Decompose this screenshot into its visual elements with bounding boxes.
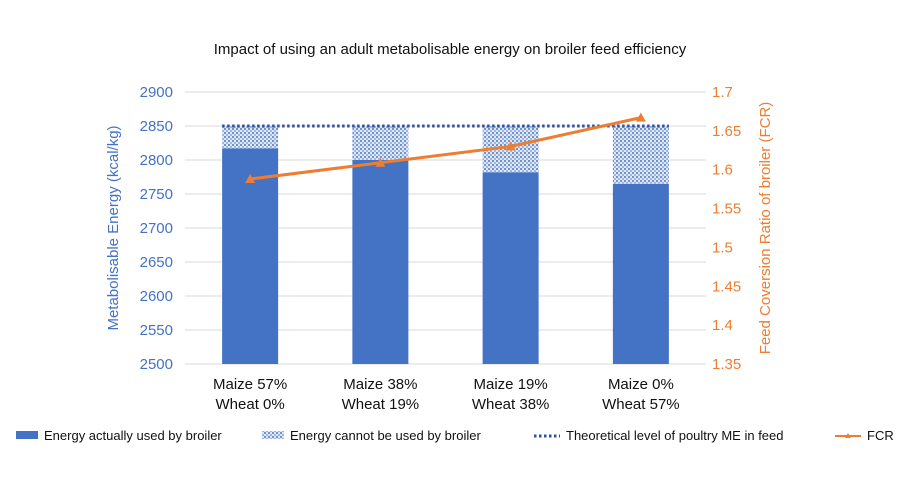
category-label: Wheat 38% bbox=[472, 396, 550, 413]
legend-label-fcr: FCR bbox=[867, 428, 894, 443]
y-right-tick-label: 1.5 bbox=[712, 239, 733, 256]
legend-swatch-energy-lost bbox=[262, 431, 284, 439]
legend-label-theoretical: Theoretical level of poultry ME in feed bbox=[566, 428, 784, 443]
legend-label-energy-lost: Energy cannot be used by broiler bbox=[290, 428, 481, 443]
y-left-tick-label: 2550 bbox=[140, 322, 173, 339]
legend: Energy actually used by broiler Energy ca… bbox=[16, 428, 894, 443]
y-right-tick-label: 1.45 bbox=[712, 278, 741, 295]
fcr-line bbox=[249, 116, 642, 181]
legend-swatch-fcr-marker bbox=[845, 433, 851, 438]
fcr-point bbox=[245, 174, 256, 184]
bar-energy-lost bbox=[612, 126, 669, 184]
bar-energy-used bbox=[612, 183, 669, 364]
y-left-tick-label: 2900 bbox=[140, 84, 173, 101]
bars-group bbox=[222, 126, 669, 364]
category-labels: Maize 57% Wheat 0% Maize 38% Wheat 19% Maize… bbox=[213, 376, 680, 413]
y-right-tick-label: 1.65 bbox=[712, 123, 741, 140]
bar-energy-used bbox=[222, 148, 279, 364]
y-axis-right-label: Feed Coversion Ratio of broiler (FCR) bbox=[757, 102, 774, 355]
category-label: Wheat 0% bbox=[216, 396, 285, 413]
bar-energy-lost bbox=[352, 126, 409, 160]
bar-energy-lost bbox=[222, 126, 279, 149]
y-left-tick-label: 2650 bbox=[140, 254, 173, 271]
y-left-tick-label: 2850 bbox=[140, 118, 173, 135]
y-right-tick-label: 1.55 bbox=[712, 201, 741, 218]
bar-energy-used bbox=[352, 160, 409, 364]
y-left-tick-label: 2500 bbox=[140, 356, 173, 373]
category-label: Maize 38% bbox=[343, 376, 417, 393]
legend-label-energy-used: Energy actually used by broiler bbox=[44, 428, 222, 443]
y-right-tick-label: 1.6 bbox=[712, 162, 733, 179]
legend-swatch-energy-used bbox=[16, 431, 38, 439]
fcr-point bbox=[375, 157, 386, 167]
y-left-tick-label: 2800 bbox=[140, 152, 173, 169]
category-label: Wheat 19% bbox=[342, 396, 420, 413]
category-label: Maize 19% bbox=[474, 376, 548, 393]
category-label: Wheat 57% bbox=[602, 396, 680, 413]
chart-title: Impact of using an adult metabolisable e… bbox=[214, 41, 687, 58]
y-axis-left-label: Metabolisable Energy (kcal/kg) bbox=[105, 125, 122, 330]
y-right-tick-label: 1.7 bbox=[712, 84, 733, 101]
fcr-point bbox=[505, 141, 516, 151]
axis-ticks: 2500 2550 2600 2650 2700 2750 2800 2850 2900 1.35… bbox=[140, 84, 742, 373]
y-right-tick-label: 1.35 bbox=[712, 356, 741, 373]
y-right-tick-label: 1.4 bbox=[712, 317, 733, 334]
category-label: Maize 0% bbox=[608, 376, 674, 393]
bar-energy-used bbox=[482, 172, 539, 364]
y-left-tick-label: 2700 bbox=[140, 220, 173, 237]
category-label: Maize 57% bbox=[213, 376, 287, 393]
fcr-point bbox=[635, 112, 646, 122]
lines-group bbox=[222, 112, 669, 184]
y-left-tick-label: 2600 bbox=[140, 288, 173, 305]
y-left-tick-label: 2750 bbox=[140, 186, 173, 203]
